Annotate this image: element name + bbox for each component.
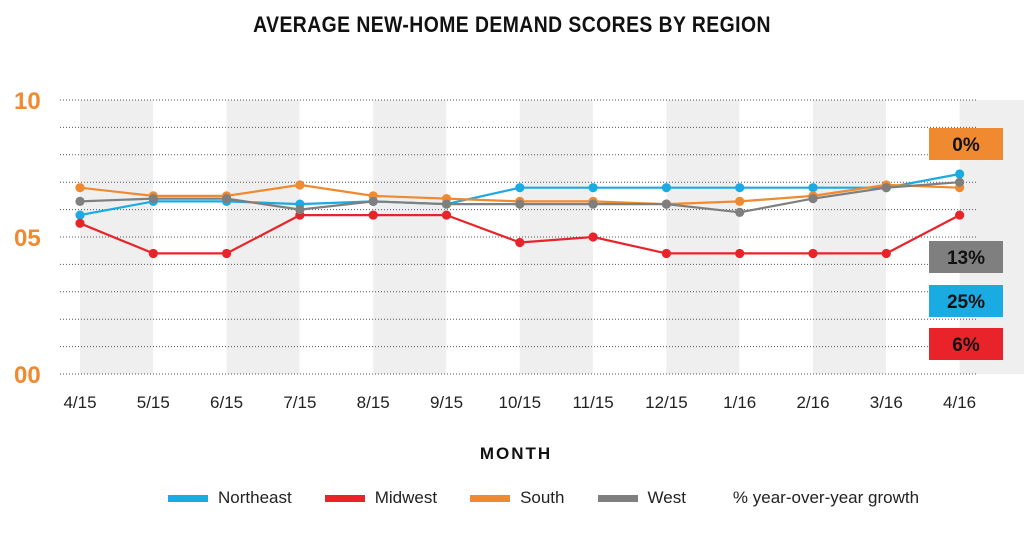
data-point-south	[75, 183, 85, 193]
x-axis-label: MONTH	[479, 444, 553, 463]
data-point-west	[735, 207, 745, 217]
data-point-west	[661, 199, 672, 209]
data-point-northeast	[808, 183, 818, 193]
growth-badge-midwest: 6%	[929, 328, 1003, 360]
x-tick-label: 9/15	[430, 393, 463, 412]
data-point-midwest	[955, 210, 965, 220]
x-tick-label: 8/15	[357, 393, 390, 412]
x-tick-label: 4/15	[63, 393, 96, 412]
data-point-midwest	[75, 218, 85, 228]
data-point-midwest	[441, 210, 452, 220]
legend-item-west: West	[597, 488, 686, 508]
data-point-northeast	[588, 183, 598, 193]
column-shade	[80, 100, 153, 374]
growth-label-midwest: 6%	[952, 335, 980, 356]
data-point-west	[881, 183, 891, 193]
x-tick-label: 2/16	[796, 393, 829, 412]
legend-label: Northeast	[218, 488, 292, 507]
legend-swatch	[168, 494, 208, 502]
data-point-west	[295, 205, 305, 215]
legend-item-northeast: Northeast	[168, 488, 292, 508]
data-point-midwest	[735, 248, 745, 259]
x-tick-label: 4/16	[943, 393, 976, 412]
data-point-west	[441, 199, 452, 209]
data-point-west	[368, 196, 378, 206]
data-point-midwest	[148, 248, 158, 259]
data-point-northeast	[661, 183, 672, 193]
legend-swatch	[324, 494, 365, 502]
column-shade	[373, 100, 447, 374]
x-tick-label: 1/16	[723, 393, 756, 412]
x-tick-label: 7/15	[283, 393, 316, 412]
data-point-northeast	[955, 169, 965, 179]
x-tick-label: 10/15	[499, 393, 542, 412]
legend-label: Midwest	[374, 488, 438, 507]
data-point-west	[808, 194, 818, 204]
growth-badge-west: 13%	[929, 241, 1003, 273]
data-point-midwest	[588, 232, 598, 242]
data-point-midwest	[881, 248, 891, 259]
data-point-midwest	[515, 237, 525, 248]
data-point-south	[735, 196, 745, 206]
data-point-south	[295, 180, 305, 190]
y-tick-label: 00	[14, 362, 41, 389]
data-point-midwest	[368, 210, 378, 220]
x-tick-label: 11/15	[572, 393, 613, 412]
data-point-midwest	[222, 248, 232, 259]
growth-badge-northeast: 25%	[929, 285, 1003, 317]
y-tick-label: 10	[14, 88, 41, 115]
column-shade	[226, 100, 300, 374]
data-point-west	[955, 177, 965, 187]
growth-label-northeast: 25%	[947, 292, 985, 313]
chart-title: AVERAGE NEW-HOME DEMAND SCORES BY REGION	[253, 12, 771, 37]
growth-label-south: 0%	[952, 135, 980, 156]
legend-item-midwest: Midwest	[324, 488, 438, 508]
x-tick-label: 3/16	[870, 393, 903, 412]
legend-item-south: South	[470, 488, 565, 508]
data-point-west	[75, 196, 85, 206]
legend: Northeast Midwest South West % year-over-yea…	[168, 486, 919, 510]
data-point-northeast	[75, 210, 85, 220]
legend-swatch	[470, 494, 511, 502]
data-point-west	[222, 194, 232, 204]
data-point-west	[515, 199, 525, 209]
data-point-midwest	[808, 248, 818, 259]
data-point-west	[148, 194, 158, 204]
legend-label: West	[647, 488, 686, 507]
legend-swatch	[597, 494, 638, 502]
data-point-northeast	[515, 183, 525, 193]
data-point-northeast	[735, 183, 745, 193]
growth-badge-south: 0%	[929, 128, 1003, 160]
legend-growth-note: % year-over-year growth	[732, 488, 920, 507]
x-tick-label: 12/15	[645, 393, 688, 412]
data-point-west	[588, 199, 598, 209]
x-tick-label: 5/15	[137, 393, 170, 412]
growth-label-west: 13%	[947, 248, 985, 269]
y-tick-label: 05	[14, 225, 41, 252]
x-tick-label: 6/15	[210, 393, 243, 412]
legend-label: South	[520, 488, 565, 507]
data-point-midwest	[661, 248, 672, 259]
